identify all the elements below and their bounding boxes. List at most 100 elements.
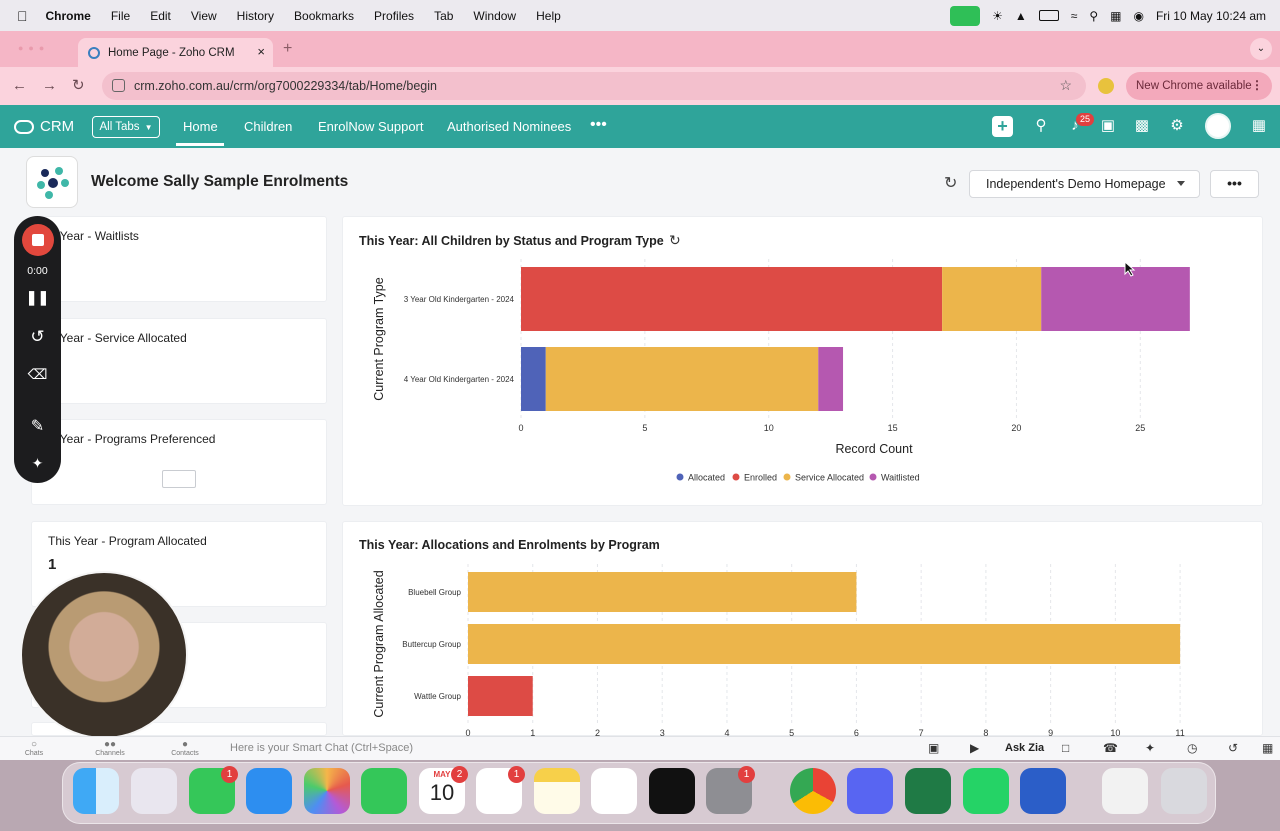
drive-icon[interactable]: ▲	[1014, 8, 1027, 23]
org-logo	[26, 156, 78, 208]
menubar-datetime[interactable]: Fri 10 May 10:24 am	[1155, 8, 1266, 23]
window-controls[interactable]: ●●●	[18, 43, 50, 53]
browser-tab[interactable]: Home Page - Zoho CRM ×	[78, 38, 273, 67]
tab-children[interactable]: Children	[244, 119, 293, 134]
legend-label: Allocated	[688, 473, 725, 483]
word-icon[interactable]	[1020, 768, 1066, 814]
calendar-icon[interactable]: ▣	[1100, 117, 1116, 134]
trash-bin-icon[interactable]	[1161, 768, 1207, 814]
kpi-title: is Year - Programs Preferenced	[48, 432, 216, 446]
refresh-icon[interactable]: ↻	[944, 175, 958, 192]
excel-icon[interactable]	[905, 768, 951, 814]
back-icon[interactable]: ←	[12, 77, 42, 94]
channels-button[interactable]: ●● Channels	[95, 739, 125, 757]
menubar-app-name[interactable]: Chrome	[35, 8, 91, 23]
menu-history[interactable]: History	[226, 8, 274, 23]
kpi-card-waitlists[interactable]: is Year - Waitlists	[31, 216, 327, 302]
marketplace-icon[interactable]: ▩	[1134, 117, 1150, 134]
chrome-icon[interactable]	[790, 768, 836, 814]
chart-refresh-icon[interactable]: ↻	[669, 232, 681, 248]
siri-icon[interactable]: ◉	[1133, 8, 1144, 23]
search-icon[interactable]: ⚲	[1035, 117, 1047, 134]
bell-icon[interactable]: ♪	[1071, 117, 1079, 134]
ask-zia-button[interactable]: Ask Zia	[1005, 742, 1045, 754]
finder-icon[interactable]	[73, 768, 119, 814]
battery-icon[interactable]	[1038, 10, 1059, 21]
history-icon[interactable]: ↺	[1228, 741, 1239, 755]
chrome-menu-icon[interactable]: ⋮	[1251, 78, 1263, 92]
pencil-icon[interactable]: ✎	[30, 418, 45, 435]
stop-recording-button[interactable]	[22, 224, 54, 256]
screen-share-icon[interactable]: ▣	[928, 741, 940, 755]
reload-icon[interactable]: ↻	[72, 77, 100, 94]
tab-authorised-nominees[interactable]: Authorised Nominees	[447, 119, 572, 134]
freeform-icon[interactable]	[591, 768, 637, 814]
pause-icon[interactable]: ❚❚	[25, 289, 50, 305]
bookmark-star-icon[interactable]: ☆	[1059, 77, 1072, 93]
control-center-icon[interactable]: ▦	[1110, 8, 1122, 23]
whatsapp-icon[interactable]	[963, 768, 1009, 814]
brightness-icon[interactable]: ☀	[992, 8, 1003, 23]
kpi-card-programs-preferenced[interactable]: is Year - Programs Preferenced	[31, 419, 327, 505]
page-more-button[interactable]: •••	[1210, 170, 1259, 198]
restart-icon[interactable]: ↺	[30, 327, 45, 346]
alarm-icon[interactable]: ◷	[1187, 741, 1198, 755]
effects-icon[interactable]: ✦	[31, 455, 44, 471]
smart-chat-input[interactable]: Here is your Smart Chat (Ctrl+Space)	[230, 742, 414, 754]
zia-insights-icon[interactable]: □	[1062, 741, 1070, 755]
stacked-bar-chart: 0 5 10 15 20 25 3 Year Old Kindergarten - 2024…	[372, 259, 1190, 483]
close-tab-icon[interactable]: ×	[257, 44, 265, 59]
extension-icon[interactable]	[1098, 78, 1114, 94]
site-info-icon[interactable]	[112, 79, 125, 92]
all-tabs-button[interactable]: All Tabs ▼	[92, 116, 160, 138]
wifi-icon[interactable]: ≈	[1070, 8, 1078, 23]
new-chrome-available-button[interactable]: New Chrome available ⋮	[1126, 72, 1272, 100]
x-tick-label: 0	[518, 423, 523, 433]
forward-icon[interactable]: →	[42, 77, 72, 94]
menu-bookmarks[interactable]: Bookmarks	[283, 8, 354, 23]
bar	[468, 676, 533, 716]
csv-file-icon[interactable]	[1102, 768, 1148, 814]
mail-icon[interactable]	[246, 768, 292, 814]
trash-icon[interactable]: ⌫	[27, 366, 48, 382]
tab-search-icon[interactable]: ⌄	[1250, 38, 1272, 60]
crm-logo[interactable]: CRM	[14, 118, 74, 135]
phone-icon[interactable]: ☎	[1103, 741, 1118, 755]
chats-button[interactable]: ○ Chats	[24, 739, 44, 757]
kpi-card-service-allocated[interactable]: is Year - Service Allocated	[31, 318, 327, 404]
apple-tv-icon[interactable]	[649, 768, 695, 814]
menu-profiles[interactable]: Profiles	[363, 8, 414, 23]
more-options-icon[interactable]: ▦	[1262, 741, 1274, 755]
tab-enrolnow-support[interactable]: EnrolNow Support	[318, 119, 424, 134]
discord-icon[interactable]	[847, 768, 893, 814]
launchpad-icon[interactable]	[131, 768, 177, 814]
tab-home[interactable]: Home	[183, 119, 218, 134]
facetime-status-icon[interactable]	[950, 5, 981, 26]
menu-tab[interactable]: Tab	[423, 8, 453, 23]
spotlight-icon[interactable]: ⚲	[1089, 8, 1099, 23]
app-grid-icon[interactable]: ▦	[1251, 117, 1267, 134]
photos-icon[interactable]	[304, 768, 350, 814]
apple-icon[interactable]: 	[17, 8, 28, 24]
create-new-icon[interactable]: +	[992, 116, 1013, 137]
announcement-icon[interactable]: ▶	[970, 741, 980, 755]
x-tick-label: 5	[789, 728, 794, 736]
menu-window[interactable]: Window	[462, 8, 516, 23]
menu-edit[interactable]: Edit	[139, 8, 171, 23]
notes-icon[interactable]	[534, 768, 580, 814]
menu-view[interactable]: View	[180, 8, 217, 23]
address-bar[interactable]: crm.zoho.com.au/crm/org7000229334/tab/Ho…	[102, 72, 1086, 100]
contacts-button[interactable]: ● Contacts	[171, 739, 199, 757]
facetime-icon[interactable]	[361, 768, 407, 814]
contacts-label: Contacts	[171, 750, 199, 757]
user-avatar[interactable]	[1205, 113, 1231, 139]
homepage-select-value: Independent's Demo Homepage	[986, 177, 1166, 191]
gear-icon[interactable]: ⚙	[1170, 117, 1184, 134]
new-tab-icon[interactable]: +	[283, 40, 293, 57]
zia-icon[interactable]: ✦	[1145, 741, 1156, 755]
menu-help[interactable]: Help	[525, 8, 561, 23]
more-tabs-icon[interactable]: •••	[590, 116, 607, 133]
homepage-select[interactable]: Independent's Demo Homepage	[969, 170, 1200, 198]
menu-file[interactable]: File	[100, 8, 130, 23]
bar	[468, 624, 1181, 664]
